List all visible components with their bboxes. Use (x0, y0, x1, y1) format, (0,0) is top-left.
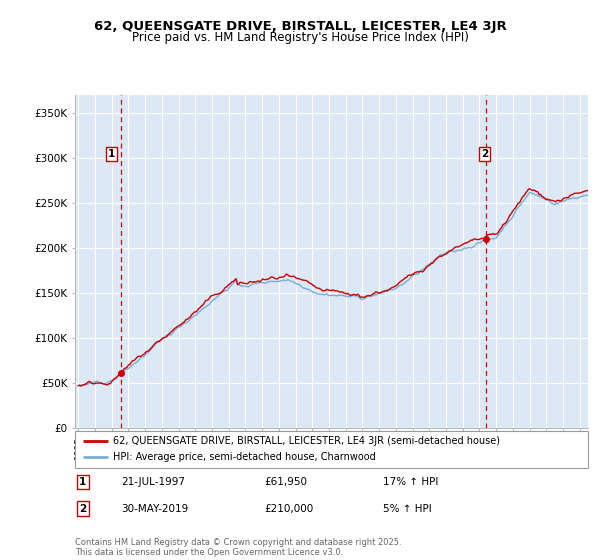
Text: 2: 2 (79, 503, 86, 514)
Text: 62, QUEENSGATE DRIVE, BIRSTALL, LEICESTER, LE4 3JR (semi-detached house): 62, QUEENSGATE DRIVE, BIRSTALL, LEICESTE… (113, 436, 500, 446)
Text: Price paid vs. HM Land Registry's House Price Index (HPI): Price paid vs. HM Land Registry's House … (131, 31, 469, 44)
Text: 17% ↑ HPI: 17% ↑ HPI (383, 477, 438, 487)
Text: Contains HM Land Registry data © Crown copyright and database right 2025.
This d: Contains HM Land Registry data © Crown c… (75, 538, 401, 557)
Text: 21-JUL-1997: 21-JUL-1997 (121, 477, 185, 487)
Text: 62, QUEENSGATE DRIVE, BIRSTALL, LEICESTER, LE4 3JR: 62, QUEENSGATE DRIVE, BIRSTALL, LEICESTE… (94, 20, 506, 32)
Text: £210,000: £210,000 (265, 503, 314, 514)
Text: 1: 1 (79, 477, 86, 487)
Text: 5% ↑ HPI: 5% ↑ HPI (383, 503, 431, 514)
Text: 2: 2 (481, 149, 488, 158)
Text: HPI: Average price, semi-detached house, Charnwood: HPI: Average price, semi-detached house,… (113, 452, 376, 463)
Text: 1: 1 (108, 149, 115, 158)
Text: 30-MAY-2019: 30-MAY-2019 (121, 503, 188, 514)
Text: £61,950: £61,950 (265, 477, 308, 487)
